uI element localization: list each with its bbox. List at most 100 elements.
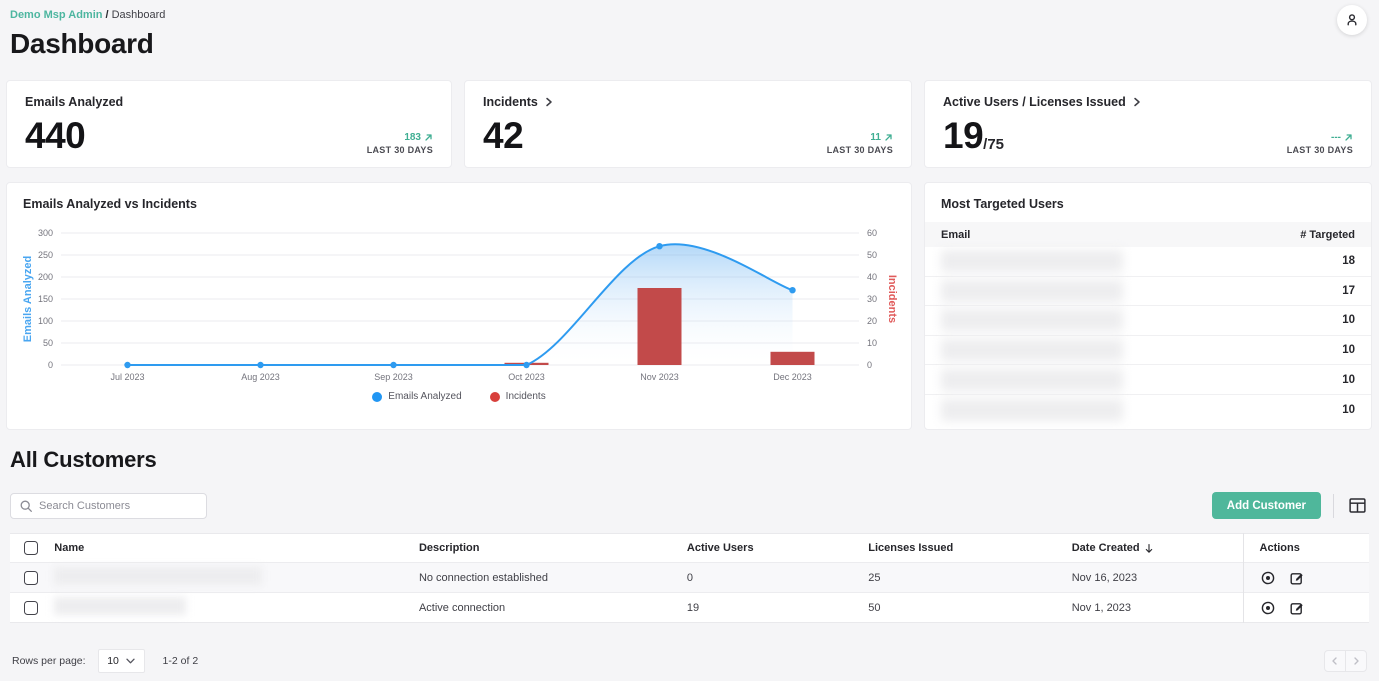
edit-customer-button[interactable]	[1289, 600, 1305, 616]
customer-description: No connection established	[410, 562, 679, 593]
table-view-button[interactable]	[1346, 494, 1369, 517]
customer-licenses-issued: 25	[860, 562, 1064, 593]
svg-text:60: 60	[867, 228, 877, 238]
svg-text:50: 50	[43, 338, 53, 348]
column-header-targeted: # Targeted	[1300, 228, 1355, 241]
rows-per-page-label: Rows per page:	[12, 655, 86, 667]
view-customer-button[interactable]	[1260, 600, 1276, 616]
customer-row[interactable]: Active connection 19 50 Nov 1, 2023	[10, 592, 1369, 623]
stat-card-title: Active Users / Licenses Issued	[943, 95, 1126, 109]
previous-page-button[interactable]	[1324, 650, 1346, 672]
column-header-licenses-issued[interactable]: Licenses Issued	[868, 542, 954, 554]
delta-value: 183	[404, 132, 421, 143]
svg-text:250: 250	[38, 250, 53, 260]
customer-active-users: 0	[678, 562, 861, 593]
toolbar-divider	[1333, 493, 1334, 518]
redacted-email	[941, 339, 1123, 362]
chart-card: Emails Analyzed vs Incidents 0 50 100 150 20…	[6, 182, 912, 430]
targeted-count: 10	[1342, 314, 1355, 327]
stat-card-value: 19	[943, 115, 984, 156]
delta-value: ---	[1331, 132, 1341, 143]
chevron-left-icon	[1330, 656, 1340, 666]
legend-label: Incidents	[505, 391, 546, 402]
rows-per-page-select[interactable]: 10	[97, 649, 145, 673]
chart-title: Emails Analyzed vs Incidents	[23, 197, 197, 211]
row-checkbox[interactable]	[24, 570, 38, 585]
svg-text:Jul 2023: Jul 2023	[110, 372, 144, 382]
most-targeted-header-row: Email # Targeted	[925, 222, 1371, 247]
redacted-customer-name	[54, 597, 187, 615]
targeted-user-row: 10	[925, 306, 1371, 336]
stat-card-incidents[interactable]: Incidents 42 11 LAST 30 DAYS	[464, 80, 912, 168]
edit-customer-button[interactable]	[1289, 570, 1305, 586]
customers-header-row: Name Description Active Users Licenses I…	[10, 533, 1369, 563]
targeted-user-row: 10	[925, 395, 1371, 425]
stat-card-delta: 11 LAST 30 DAYS	[827, 132, 893, 155]
section-title: All Customers	[10, 447, 157, 472]
column-header-name[interactable]: Name	[54, 542, 85, 554]
user-account-button[interactable]	[1337, 5, 1367, 35]
svg-text:Emails Analyzed: Emails Analyzed	[23, 256, 34, 342]
targeted-count: 10	[1342, 344, 1355, 357]
stat-card-active-users-licenses[interactable]: Active Users / Licenses Issued 19 /75 --…	[924, 80, 1372, 168]
most-targeted-users-title: Most Targeted Users	[941, 197, 1064, 211]
customer-search[interactable]	[10, 492, 207, 519]
customers-toolbar: Add Customer	[10, 492, 1369, 519]
table-grid-icon	[1348, 496, 1367, 515]
svg-text:30: 30	[867, 294, 877, 304]
column-header-active-users[interactable]: Active Users	[686, 542, 754, 554]
table-footer: Rows per page: 10 1-2 of 2	[10, 649, 1369, 673]
all-customers-section: All Customers Add Customer Name Descript…	[0, 447, 1379, 673]
add-customer-button[interactable]: Add Customer	[1211, 492, 1321, 519]
stat-card-title: Incidents	[483, 95, 538, 109]
breadcrumb-current: Dashboard	[111, 9, 166, 21]
select-all-checkbox[interactable]	[24, 541, 38, 555]
main-row: Emails Analyzed vs Incidents 0 50 100 150 20…	[6, 182, 1373, 430]
svg-text:20: 20	[867, 316, 877, 326]
redacted-customer-name	[54, 567, 263, 585]
breadcrumb-root-link[interactable]: Demo Msp Admin	[10, 9, 103, 21]
breadcrumb-separator: /	[105, 9, 109, 21]
redacted-email	[941, 250, 1123, 273]
legend-item-emails-analyzed[interactable]: Emails Analyzed	[372, 391, 462, 402]
targeted-count: 10	[1342, 403, 1355, 416]
svg-text:10: 10	[867, 338, 877, 348]
svg-text:100: 100	[38, 316, 53, 326]
svg-text:150: 150	[38, 294, 53, 304]
stat-card-delta: --- LAST 30 DAYS	[1287, 132, 1353, 155]
view-customer-button[interactable]	[1260, 570, 1276, 586]
edit-pencil-icon	[1289, 600, 1305, 616]
trend-up-arrow-icon	[884, 133, 893, 142]
person-icon	[1344, 12, 1360, 28]
customer-row[interactable]: No connection established 0 25 Nov 16, 2…	[10, 562, 1369, 593]
svg-text:Dec 2023: Dec 2023	[773, 372, 812, 382]
svg-text:Aug 2023: Aug 2023	[241, 372, 280, 382]
pagination-controls	[1324, 650, 1367, 672]
emails-vs-incidents-chart: 0 50 100 150 200 250 300 0 10 20 30 40 50 60 Jul 2023 A…	[23, 228, 897, 382]
search-icon	[19, 499, 33, 513]
eye-icon	[1260, 600, 1276, 616]
chevron-down-icon	[126, 658, 135, 664]
customer-date-created: Nov 1, 2023	[1063, 592, 1244, 623]
row-checkbox[interactable]	[24, 600, 38, 615]
redacted-email	[941, 279, 1123, 302]
svg-text:300: 300	[38, 228, 53, 238]
column-header-date-created[interactable]: Date Created	[1064, 534, 1243, 563]
sort-descending-arrow-icon	[1144, 543, 1154, 554]
column-header-email: Email	[941, 228, 971, 241]
column-header-description[interactable]: Description	[418, 542, 480, 554]
breadcrumb: Demo Msp Admin / Dashboard	[10, 8, 1369, 23]
svg-text:Sep 2023: Sep 2023	[374, 372, 413, 382]
next-page-button[interactable]	[1345, 650, 1367, 672]
search-input[interactable]	[39, 499, 198, 512]
legend-item-incidents[interactable]: Incidents	[489, 391, 546, 402]
column-header-actions: Actions	[1242, 533, 1369, 563]
customer-date-created: Nov 16, 2023	[1063, 562, 1244, 593]
targeted-count: 17	[1342, 284, 1355, 297]
svg-text:50: 50	[867, 250, 877, 260]
edit-pencil-icon	[1289, 570, 1305, 586]
period-label: LAST 30 DAYS	[366, 145, 433, 155]
period-label: LAST 30 DAYS	[826, 145, 893, 155]
legend-dot-icon	[372, 391, 383, 402]
date-created-label: Date Created	[1071, 542, 1140, 554]
